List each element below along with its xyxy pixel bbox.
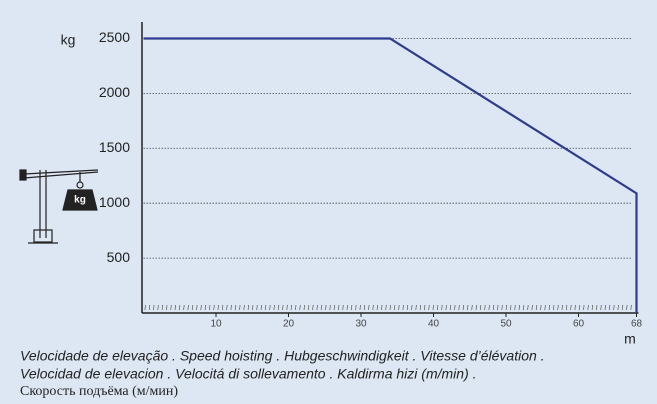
y-unit: kg bbox=[61, 32, 76, 48]
x-tick-label: 30 bbox=[355, 319, 367, 330]
chart: kg kg m Velocidade de elevação . Speed h… bbox=[0, 0, 657, 404]
caption-line: Velocidade de elevação . Speed hoisting … bbox=[20, 348, 545, 364]
caption-line: Скорость подъёма (м/мин) bbox=[20, 384, 178, 399]
x-tick-label: 20 bbox=[283, 319, 295, 330]
y-tick-label: 2500 bbox=[99, 29, 130, 45]
x-tick-label: 40 bbox=[428, 319, 440, 330]
x-tick-label: 50 bbox=[500, 319, 512, 330]
x-tick-label: 10 bbox=[210, 319, 222, 330]
icon-label: kg bbox=[74, 195, 86, 206]
x-unit: m bbox=[624, 331, 636, 347]
y-tick-label: 1000 bbox=[99, 194, 130, 210]
x-tick-label: 60 bbox=[573, 319, 585, 330]
x-tick-label: 68 bbox=[631, 319, 643, 330]
y-tick-label: 500 bbox=[107, 249, 131, 265]
y-tick-label: 2000 bbox=[99, 84, 130, 100]
y-tick-label: 1500 bbox=[99, 139, 130, 155]
caption-line: Velocidad de elevacion . Velocitá di sol… bbox=[20, 366, 477, 382]
